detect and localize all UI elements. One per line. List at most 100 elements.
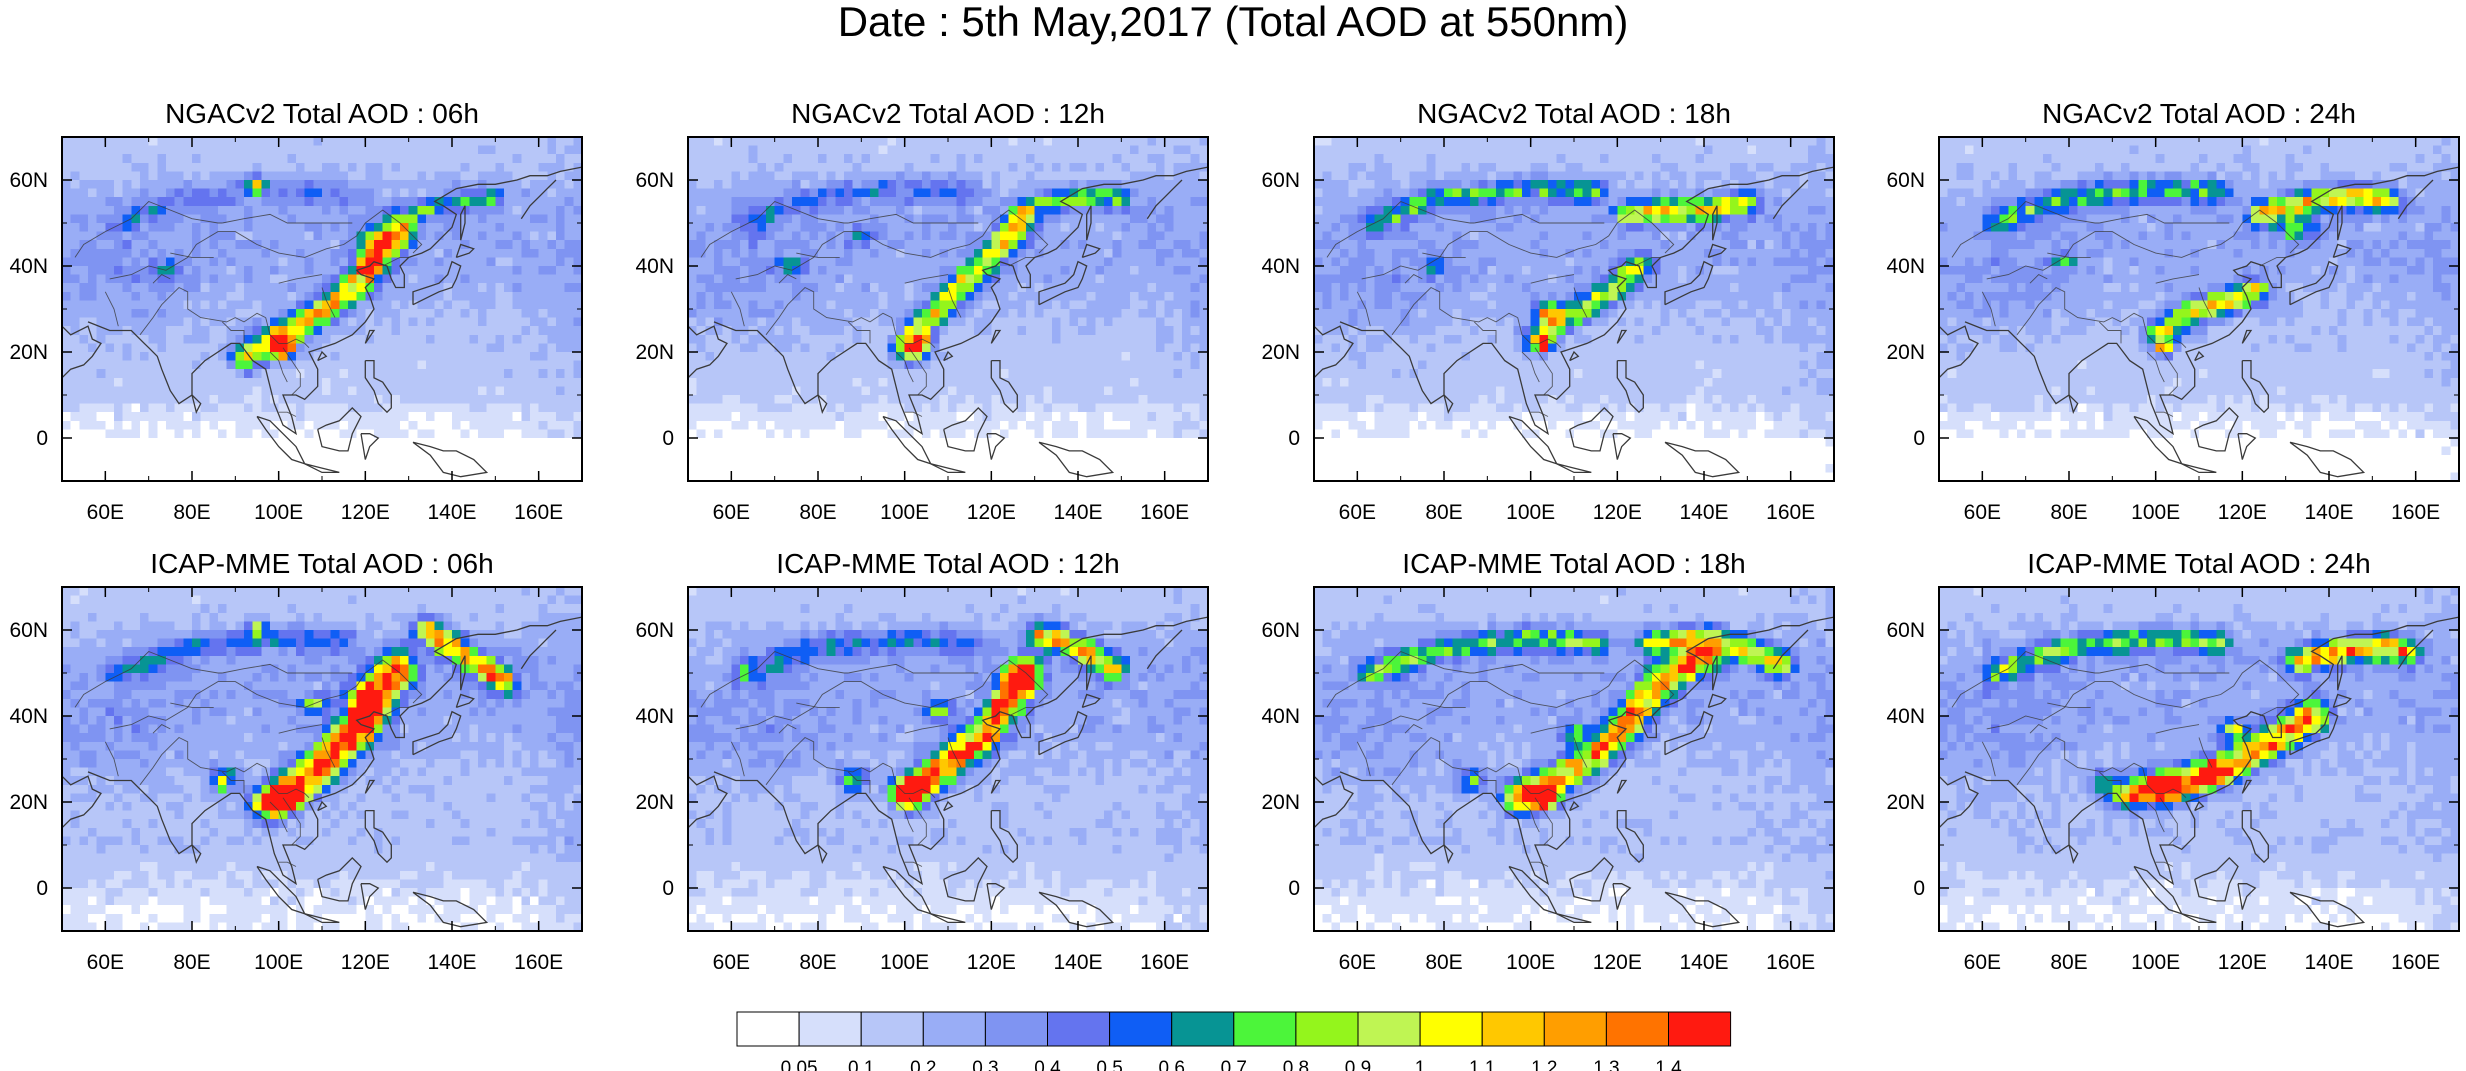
x-tick-label: 160E [2391,501,2440,524]
x-tick-label: 100E [2131,951,2180,974]
colorbar-swatch [984,1011,1049,1047]
y-tick-label: 40N [1886,255,1925,278]
colorbar-label: 0.05 [781,1058,818,1071]
colorbar-label: 0.3 [972,1058,998,1071]
x-tick-label: 120E [2218,501,2267,524]
x-tick-label: 140E [1053,951,1102,974]
y-tick-label: 0 [36,877,48,900]
x-tick-label: 80E [799,951,836,974]
colorbar-label: 0.1 [848,1058,874,1071]
y-tick-label: 60N [635,619,674,642]
aod-field [1314,137,1834,481]
colorbar-label: 0.4 [1034,1058,1061,1071]
aod-field [1939,137,2459,481]
colorbar-swatch [922,1011,986,1047]
y-tick-label: 20N [635,791,674,814]
coastlines [688,166,1208,478]
x-tick-label: 120E [1593,501,1642,524]
y-tick-label: 60N [9,169,48,192]
colorbar-label: 0.7 [1221,1058,1247,1071]
x-tick-label: 160E [514,501,563,524]
y-tick-label: 0 [1288,877,1300,900]
coastlines [688,616,1208,928]
map-panel-7: ICAP-MME Total AOD : 18h 60E 80E 100E 120E 14… [1261,548,1835,974]
figure-title: Date : 5th May,2017 (Total AOD at 550nm) [0,0,2466,44]
x-tick-label: 160E [1140,501,1189,524]
coastlines [1314,616,1834,928]
x-tick-label: 140E [2304,951,2353,974]
map-panel-8: ICAP-MME Total AOD : 24h 60E 80E 100E 120E 14… [1886,548,2460,974]
colorbar-swatch [1668,1011,1732,1047]
x-tick-label: 80E [1425,501,1462,524]
x-tick-label: 120E [1593,951,1642,974]
y-tick-label: 20N [9,791,48,814]
colorbar-label: 0.5 [1096,1058,1122,1071]
panel-title: ICAP-MME Total AOD : 24h [2027,548,2370,579]
aod-field [62,587,582,931]
map-panel-3: NGACv2 Total AOD : 18h 60E 80E 100E 120E 140E… [1261,98,1835,524]
colorbar-label: 1.4 [1655,1058,1682,1071]
y-tick-label: 40N [1261,705,1300,728]
x-tick-label: 100E [254,501,303,524]
x-tick-label: 60E [1339,951,1376,974]
panel-title: ICAP-MME Total AOD : 12h [776,548,1119,579]
colorbar-swatch [1419,1011,1483,1047]
coastlines [62,616,582,928]
colorbar-swatch [1543,1011,1607,1047]
aod-field [1939,587,2459,931]
x-tick-label: 140E [1679,501,1728,524]
x-tick-label: 100E [880,501,929,524]
x-tick-label: 60E [1964,501,2001,524]
x-tick-label: 100E [254,951,303,974]
y-tick-label: 0 [662,427,674,450]
colorbar-label: 1.3 [1593,1058,1619,1071]
x-tick-label: 120E [341,501,390,524]
x-tick-label: 60E [1964,951,2001,974]
x-tick-label: 60E [713,501,750,524]
colorbar-swatch [798,1011,862,1047]
coastlines [1314,166,1834,478]
aod-field [688,137,1208,481]
panel-title: NGACv2 Total AOD : 06h [165,98,479,129]
x-tick-label: 60E [713,951,750,974]
map-panel-2: NGACv2 Total AOD : 12h 60E 80E 100E 120E 140E… [635,98,1209,524]
colorbar-swatch [1357,1011,1421,1047]
colorbar-swatch [1605,1011,1670,1047]
y-tick-label: 40N [635,705,674,728]
y-tick-label: 40N [9,705,48,728]
aod-field [1314,587,1834,931]
y-tick-label: 40N [1261,255,1300,278]
y-tick-label: 60N [1261,619,1300,642]
x-tick-label: 60E [1339,501,1376,524]
x-tick-label: 160E [514,951,563,974]
y-tick-label: 0 [1913,877,1925,900]
map-panel-4: NGACv2 Total AOD : 24h 60E 80E 100E 120E 140E… [1886,98,2460,524]
y-tick-label: 40N [1886,705,1925,728]
x-tick-label: 80E [173,951,210,974]
y-tick-label: 40N [9,255,48,278]
colorbar-swatch [860,1011,924,1047]
panel-title: ICAP-MME Total AOD : 06h [150,548,493,579]
y-tick-label: 20N [635,341,674,364]
colorbar-label: 0.2 [910,1058,936,1071]
panel-title: ICAP-MME Total AOD : 18h [1402,548,1745,579]
y-tick-label: 20N [1261,341,1300,364]
x-tick-label: 100E [880,951,929,974]
colorbar-swatch [1295,1011,1359,1047]
x-tick-label: 120E [967,501,1016,524]
x-tick-label: 100E [1506,951,1555,974]
x-tick-label: 60E [87,501,124,524]
map-panel-6: ICAP-MME Total AOD : 12h 60E 80E 100E 120E 14… [635,548,1209,974]
y-tick-label: 60N [1261,169,1300,192]
x-tick-label: 100E [1506,501,1555,524]
colorbar-label: 0.6 [1158,1058,1184,1071]
y-tick-label: 60N [1886,619,1925,642]
x-tick-label: 160E [1766,501,1815,524]
x-tick-label: 120E [967,951,1016,974]
colorbar-swatch [1233,1011,1297,1047]
y-tick-label: 20N [9,341,48,364]
colorbar-label: 1.1 [1469,1058,1495,1071]
colorbar-label: 1 [1415,1058,1426,1071]
y-tick-label: 60N [9,619,48,642]
